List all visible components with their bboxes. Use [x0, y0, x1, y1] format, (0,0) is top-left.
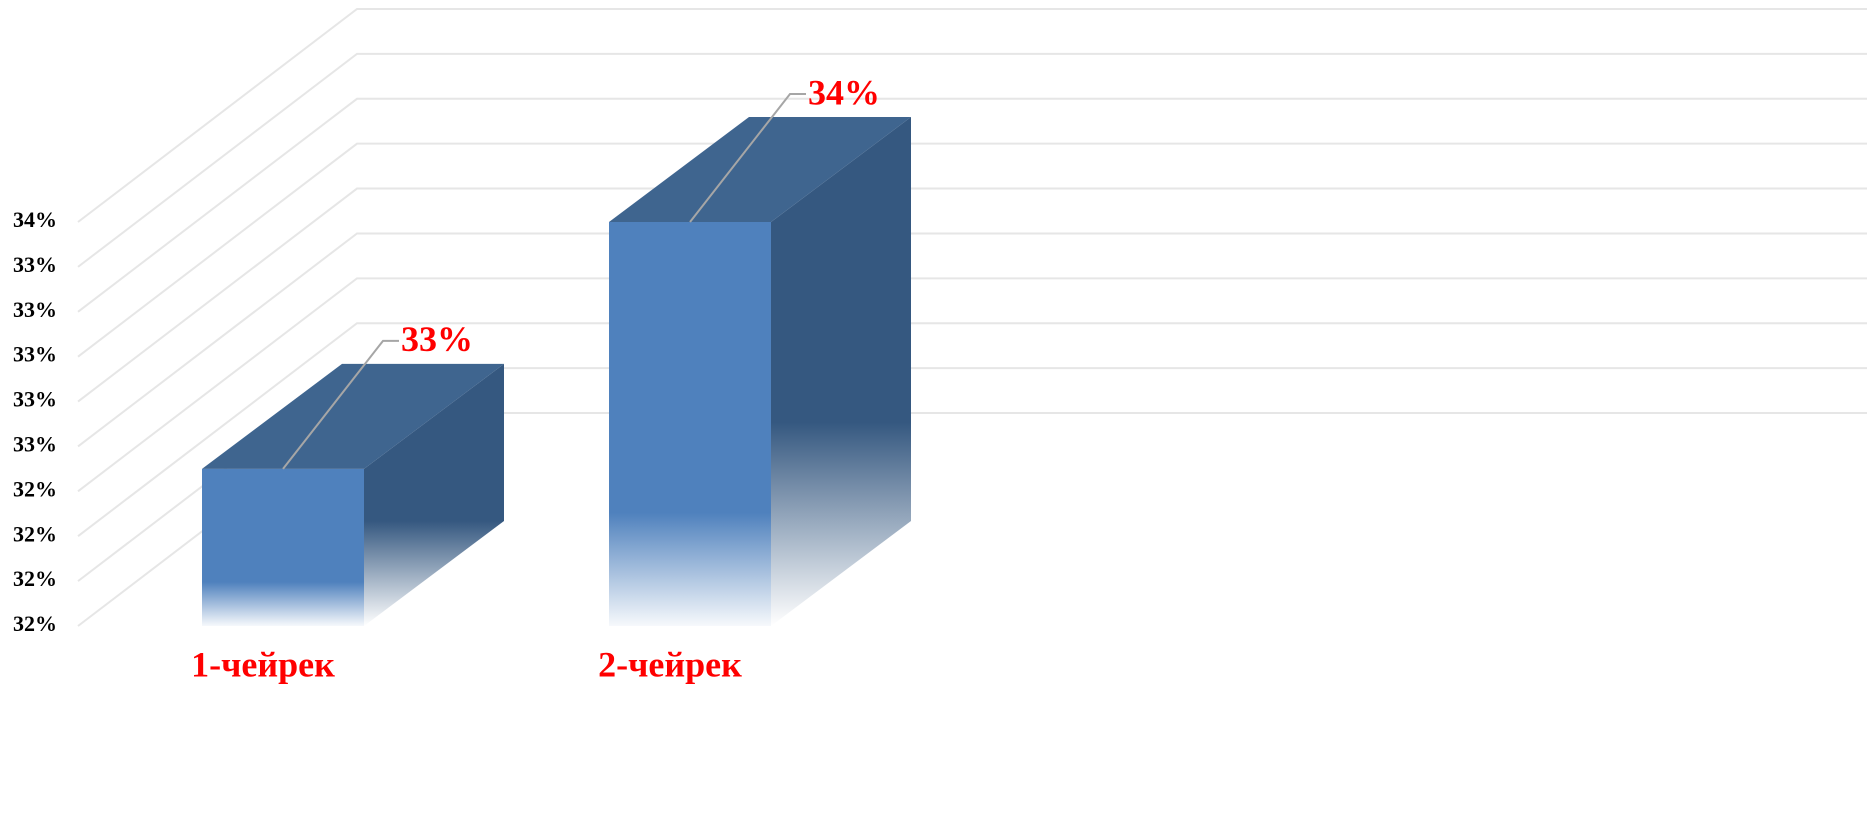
grid-line [77, 97, 1867, 313]
leader-line [689, 93, 806, 223]
y-tick-label: 33% [13, 252, 57, 277]
bar-top [609, 117, 911, 222]
grid-line [77, 322, 1867, 538]
grid-line [77, 8, 1867, 223]
bar-side [771, 117, 911, 626]
grid-line [77, 232, 1867, 448]
bar-front [202, 468, 364, 626]
y-tick-label: 33% [13, 342, 57, 367]
y-tick-label: 32% [13, 521, 57, 546]
grid-line [77, 142, 1867, 358]
y-tick-label: 33% [13, 431, 57, 456]
y-tick-label: 33% [13, 387, 57, 412]
y-tick-label: 33% [13, 297, 57, 322]
leader-line [282, 339, 399, 470]
value-label: 34% [808, 72, 880, 112]
bar-side [364, 363, 504, 626]
grid-line [77, 52, 1867, 268]
y-tick-label: 32% [13, 476, 57, 501]
grid-line [77, 187, 1867, 403]
x-tick-label: 1-чейрек [191, 644, 335, 684]
y-tick-label: 32% [13, 566, 57, 591]
bar-front [609, 222, 771, 626]
y-tick-label: 34% [13, 207, 57, 232]
bar-top [202, 363, 504, 469]
x-tick-label: 2-чейрек [598, 644, 742, 684]
grid-line [77, 277, 1867, 493]
y-tick-label: 32% [13, 611, 57, 636]
value-label: 33% [401, 319, 473, 359]
